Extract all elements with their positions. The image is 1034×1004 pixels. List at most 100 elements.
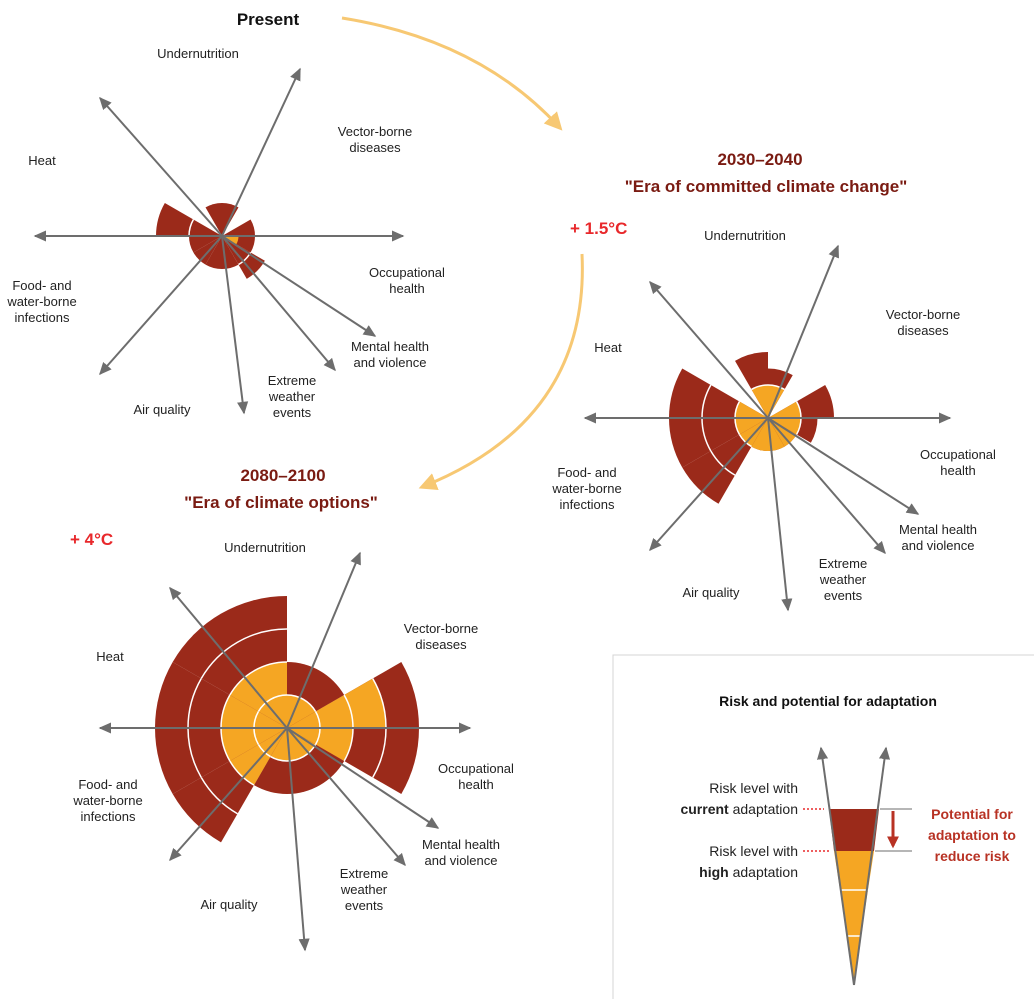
label-line: weather bbox=[819, 572, 867, 587]
legend-title: Risk and potential for adaptation bbox=[719, 693, 937, 709]
label-line: and violence bbox=[354, 355, 427, 370]
legend-current-suffix: adaptation bbox=[729, 801, 798, 817]
axis-arrow bbox=[221, 235, 377, 337]
current-risk-wedge-heat-2 bbox=[156, 203, 222, 236]
label-line: Undernutrition bbox=[157, 46, 239, 61]
ring-divider bbox=[200, 628, 288, 679]
axis-arrow bbox=[767, 417, 886, 555]
label-line: infections bbox=[15, 310, 70, 325]
axis-arrow bbox=[767, 244, 839, 419]
label-line: Mental health bbox=[899, 522, 977, 537]
label-line: infections bbox=[81, 809, 136, 824]
label-line: diseases bbox=[415, 637, 467, 652]
label-mental-health-and-violence: Mental health and violence bbox=[899, 522, 977, 553]
current-risk-wedge-extreme-weather-events bbox=[222, 236, 265, 279]
high-adaptation-wedge-occupational-health bbox=[287, 678, 386, 728]
label-heat: Heat bbox=[28, 153, 56, 168]
label-line: Occupational bbox=[920, 447, 996, 462]
legend-current-bold: current bbox=[680, 801, 729, 817]
risk-axes bbox=[98, 551, 472, 952]
legend-potential-line3: reduce risk bbox=[935, 848, 1010, 864]
label-occupational-health: Occupational health bbox=[369, 265, 445, 296]
high-adaptation-wedge-food-and-water-borne-infections bbox=[229, 728, 287, 786]
axis-arrow bbox=[99, 235, 223, 376]
ring-divider bbox=[710, 450, 736, 476]
axis-arrow bbox=[221, 67, 301, 237]
risk-axes bbox=[33, 67, 405, 415]
label-mental-health-and-violence: Mental health and violence bbox=[351, 339, 429, 370]
label-extreme-weather-events: Extreme weather events bbox=[819, 556, 867, 603]
label-line: weather bbox=[340, 882, 388, 897]
label-line: diseases bbox=[349, 140, 401, 155]
label-line: Air quality bbox=[200, 897, 258, 912]
ring-divider bbox=[343, 694, 354, 729]
label-extreme-weather-events: Extreme weather events bbox=[268, 373, 316, 420]
legend-high-suffix: adaptation bbox=[729, 864, 798, 880]
axis-arrow bbox=[286, 551, 361, 729]
label-line: water-borne bbox=[551, 481, 621, 496]
ring-divider bbox=[767, 384, 785, 391]
high-adaptation-wedge-occupational-health bbox=[768, 401, 801, 418]
flow-arrow-2030-to-2080 bbox=[418, 253, 584, 491]
label-line: Food- and bbox=[557, 465, 616, 480]
legend-potential-line2: adaptation to bbox=[928, 827, 1016, 843]
temperature-label: + 1.5°C bbox=[570, 219, 627, 238]
ring-divider bbox=[343, 727, 354, 762]
legend-potential-line1: Potential for bbox=[931, 806, 1013, 822]
label-vector-borne-diseases: Vector-borne diseases bbox=[338, 124, 412, 155]
axis-arrow bbox=[221, 235, 336, 372]
flow-arrow-present-to-2030 bbox=[341, 16, 563, 131]
label-line: Extreme bbox=[340, 866, 388, 881]
panel-title: Present bbox=[237, 10, 300, 29]
label-line: Mental health bbox=[351, 339, 429, 354]
panel-subtitle: "Era of climate options" bbox=[184, 493, 378, 512]
axis-arrow bbox=[767, 417, 793, 612]
label-line: Heat bbox=[594, 340, 622, 355]
label-air-quality: Air quality bbox=[133, 402, 191, 417]
ring-divider bbox=[229, 760, 255, 786]
current-risk-wedge-heat bbox=[189, 236, 222, 253]
label-extreme-weather-events: Extreme weather events bbox=[340, 866, 388, 913]
axis-arrow bbox=[767, 417, 920, 515]
ring-divider bbox=[257, 744, 271, 758]
ring-divider bbox=[270, 755, 288, 762]
label-undernutrition: Undernutrition bbox=[704, 228, 786, 243]
legend-high-bold: high bbox=[699, 864, 729, 880]
label-line: Undernutrition bbox=[224, 540, 306, 555]
ring-divider bbox=[257, 694, 288, 712]
axis-arrow bbox=[649, 417, 769, 552]
label-vector-borne-diseases: Vector-borne diseases bbox=[886, 307, 960, 338]
axis-arrow bbox=[286, 727, 310, 952]
high-adaptation-wedge-mental-health-and-violence bbox=[287, 728, 353, 761]
label-line: diseases bbox=[897, 323, 949, 338]
label-line: water-borne bbox=[6, 294, 76, 309]
label-line: events bbox=[824, 588, 863, 603]
label-line: water-borne bbox=[72, 793, 142, 808]
label-heat: Heat bbox=[96, 649, 124, 664]
legend-funnel-right-arrow bbox=[853, 746, 891, 986]
panel-2030-2040: 2030–2040 "Era of committed climate chan… bbox=[551, 150, 996, 612]
legend-current-label-line2: current adaptation bbox=[680, 801, 798, 817]
legend-high-label-line1: Risk level with bbox=[709, 843, 798, 859]
high-adaptation-wedge-air-quality bbox=[751, 418, 785, 451]
label-mental-health-and-violence: Mental health and violence bbox=[422, 837, 500, 868]
legend-current-label-line1: Risk level with bbox=[709, 780, 798, 796]
label-line: weather bbox=[268, 389, 316, 404]
label-occupational-health: Occupational health bbox=[920, 447, 996, 478]
label-line: health bbox=[458, 777, 493, 792]
label-line: and violence bbox=[902, 538, 975, 553]
label-heat: Heat bbox=[594, 340, 622, 355]
high-adaptation-wedge-air-quality bbox=[270, 728, 287, 761]
label-air-quality: Air quality bbox=[682, 585, 740, 600]
panel-subtitle: "Era of committed climate change" bbox=[625, 177, 908, 196]
legend-current-band bbox=[829, 809, 879, 851]
label-line: Mental health bbox=[422, 837, 500, 852]
label-undernutrition: Undernutrition bbox=[157, 46, 239, 61]
label-line: Occupational bbox=[438, 761, 514, 776]
high-adaptation-wedge-undernutrition bbox=[751, 385, 768, 418]
temperature-label: + 4°C bbox=[70, 530, 113, 549]
axis-arrow bbox=[649, 280, 769, 419]
axis-arrow bbox=[169, 727, 288, 862]
